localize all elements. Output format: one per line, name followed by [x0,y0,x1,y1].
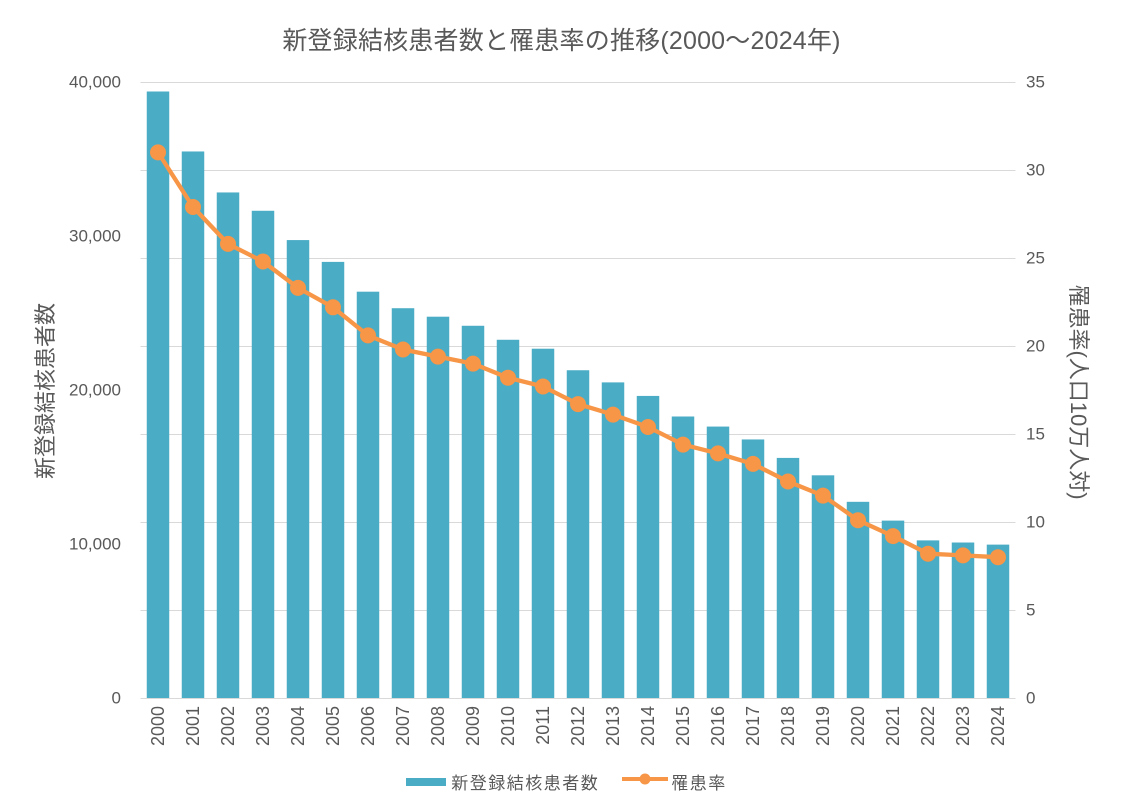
left-axis-tick-label: 20,000 [69,381,121,400]
bar-2008[interactable] [426,316,450,698]
bar-2013[interactable] [601,382,625,698]
bar-2014[interactable] [636,395,660,698]
bar-2020[interactable] [846,501,870,698]
left-axis-tick-label: 10,000 [69,535,121,554]
marker-2002[interactable] [220,235,236,252]
legend: 新登録結核患者数 罹患率 [0,769,1123,794]
bar-2010[interactable] [496,339,520,698]
x-axis-label-2022: 2022 [918,706,938,746]
marker-2023[interactable] [955,547,971,564]
right-axis-tick-label: 20 [1026,337,1045,356]
marker-2016[interactable] [710,445,726,462]
marker-2001[interactable] [185,199,201,215]
x-axis-label-2002: 2002 [218,706,238,746]
marker-2020[interactable] [850,512,866,529]
bar-2024[interactable] [986,544,1010,698]
marker-2022[interactable] [920,545,936,562]
right-axis-tick-label: 0 [1026,689,1035,708]
x-axis-label-2014: 2014 [638,706,658,746]
x-axis-label-2013: 2013 [603,706,623,746]
bar-2009[interactable] [461,325,485,698]
right-axis-tick-label: 25 [1026,249,1045,268]
x-axis-label-2021: 2021 [883,706,903,746]
bar-2018[interactable] [776,457,800,698]
bar-2023[interactable] [951,542,975,698]
marker-2010[interactable] [500,369,516,386]
marker-2006[interactable] [360,327,376,344]
left-axis-tick-label: 40,000 [69,73,121,92]
x-axis-label-2004: 2004 [288,706,308,746]
marker-2021[interactable] [885,528,901,545]
x-axis-label-2007: 2007 [393,706,413,746]
x-axis-label-2005: 2005 [323,706,343,746]
right-axis-tick-label: 10 [1026,513,1045,532]
bar-2005[interactable] [321,261,345,698]
x-axis-label-2010: 2010 [498,706,518,746]
x-axis-label-2020: 2020 [848,706,868,746]
bar-2012[interactable] [566,370,590,698]
marker-2024[interactable] [990,549,1006,566]
right-axis-tick-label: 5 [1026,601,1035,620]
chart-title: 新登録結核患者数と罹患率の推移(2000〜2024年) [282,27,841,55]
legend-line-marker [639,773,651,785]
right-axis-tick-label: 15 [1026,425,1045,444]
legend-bar-label: 新登録結核患者数 [451,774,600,793]
bar-2019[interactable] [811,475,835,698]
marker-2013[interactable] [605,406,621,423]
marker-2003[interactable] [255,253,271,270]
right-axis-tick-label: 35 [1026,73,1045,92]
x-axis-label-2008: 2008 [428,706,448,746]
bar-2015[interactable] [671,416,695,698]
x-axis-label-2006: 2006 [358,706,378,746]
right-axis-tick-label: 30 [1026,161,1045,180]
bar-2000[interactable] [146,91,170,699]
marker-2014[interactable] [640,419,656,435]
x-axis-label-2024: 2024 [988,706,1008,746]
x-axis-label-2012: 2012 [568,706,588,746]
x-axis-label-2023: 2023 [953,706,973,746]
marker-2007[interactable] [395,341,411,358]
marker-2017[interactable] [745,455,761,472]
marker-2015[interactable] [675,436,691,453]
marker-2004[interactable] [290,279,306,296]
marker-2018[interactable] [780,473,796,490]
x-axis-label-2001: 2001 [183,706,203,746]
marker-2005[interactable] [325,299,341,316]
marker-2019[interactable] [815,487,831,504]
marker-2009[interactable] [465,355,481,372]
bar-2016[interactable] [706,426,730,698]
legend-line-label: 罹患率 [671,774,727,793]
marker-2012[interactable] [570,396,586,413]
marker-2008[interactable] [430,348,446,365]
x-axis-label-2015: 2015 [673,706,693,746]
legend-bar-swatch [406,777,447,786]
bar-2022[interactable] [916,540,940,698]
bar-2001[interactable] [181,151,205,699]
x-axis-label-2011: 2011 [533,706,553,745]
bar-2002[interactable] [216,192,240,698]
x-axis-label-2019: 2019 [813,706,833,746]
legend-line-swatch [622,771,669,792]
bar-2021[interactable] [881,520,905,698]
x-axis-label-2003: 2003 [253,706,273,746]
left-axis-tick-label: 0 [112,689,121,708]
bar-2006[interactable] [356,291,380,698]
x-axis-label-2016: 2016 [708,706,728,746]
bar-2011[interactable] [531,348,555,698]
x-axis-label-2017: 2017 [743,706,763,746]
bar-2003[interactable] [251,210,275,698]
x-axis-label-2000: 2000 [148,706,168,746]
bar-2004[interactable] [286,240,310,698]
bar-2007[interactable] [391,308,415,698]
marker-2000[interactable] [150,144,166,161]
x-axis-label-2018: 2018 [778,706,798,746]
left-axis-tick-label: 30,000 [69,227,121,246]
marker-2011[interactable] [535,378,551,395]
x-axis-label-2009: 2009 [463,706,483,746]
bar-2017[interactable] [741,439,765,698]
